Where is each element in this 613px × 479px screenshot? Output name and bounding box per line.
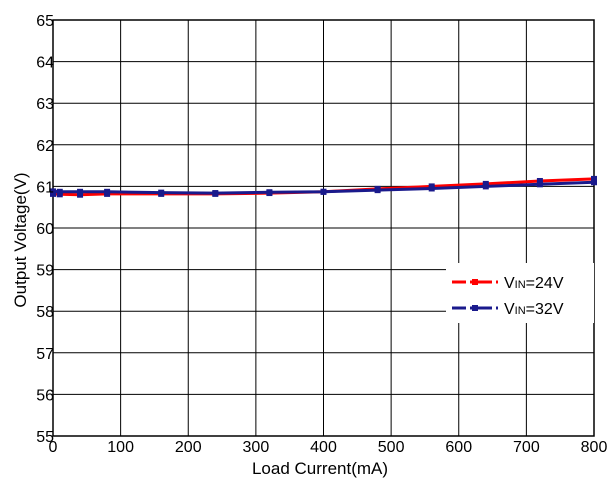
y-axis-title: Output Voltage(V) <box>11 172 30 307</box>
x-axis-title: Load Current(mA) <box>252 459 388 478</box>
plot-area <box>52 19 595 437</box>
x-tick-label: 100 <box>107 439 134 456</box>
series-2-point <box>56 188 63 195</box>
series-2-point <box>320 188 327 195</box>
x-tick-label: 300 <box>243 439 270 456</box>
x-tick-label: 800 <box>581 439 608 456</box>
x-tick-label: 700 <box>513 439 540 456</box>
y-tick-label: 56 <box>36 387 54 404</box>
y-tick-label: 60 <box>36 221 54 238</box>
y-tick-label: 62 <box>36 138 54 155</box>
y-axis-ticks: 55 56 57 58 59 60 61 62 63 64 65 <box>36 13 54 446</box>
series-2-point <box>77 188 84 195</box>
x-tick-label: 500 <box>378 439 405 456</box>
x-tick-label: 400 <box>310 439 337 456</box>
x-tick-label: 0 <box>49 439 58 456</box>
series-1-point <box>591 175 597 182</box>
series-2-point <box>482 183 489 190</box>
series-2-point <box>591 179 597 186</box>
y-tick-label: 63 <box>36 96 54 113</box>
series-2-point <box>428 185 435 192</box>
y-tick-label: 58 <box>36 304 54 321</box>
x-tick-label: 200 <box>175 439 202 456</box>
legend: VIN=24V VIN=32V <box>446 263 594 323</box>
grid <box>52 19 595 437</box>
y-tick-label: 65 <box>36 13 54 30</box>
legend-label-2: VIN=32V <box>504 301 564 318</box>
series-2-point <box>266 189 273 196</box>
series-2-point <box>50 188 56 195</box>
legend-box <box>446 263 594 323</box>
series-2-point <box>374 187 381 194</box>
series-2-point <box>158 189 165 196</box>
series-2-point <box>212 190 219 197</box>
series-1-point <box>536 177 543 184</box>
legend-label-1: VIN=24V <box>504 275 564 292</box>
series-lines <box>50 175 597 198</box>
x-axis-ticks: 0 100 200 300 400 500 600 700 800 <box>49 439 608 456</box>
y-tick-label: 64 <box>36 55 54 72</box>
legend-marker-1 <box>472 279 478 285</box>
y-tick-label: 59 <box>36 263 54 280</box>
y-tick-label: 55 <box>36 429 54 446</box>
series-2-point <box>536 181 543 188</box>
legend-marker-2 <box>472 305 478 311</box>
y-tick-label: 57 <box>36 346 54 363</box>
x-tick-label: 600 <box>445 439 472 456</box>
y-tick-label: 61 <box>36 179 54 196</box>
series-2-point <box>104 188 111 195</box>
plot-frame <box>52 19 595 437</box>
